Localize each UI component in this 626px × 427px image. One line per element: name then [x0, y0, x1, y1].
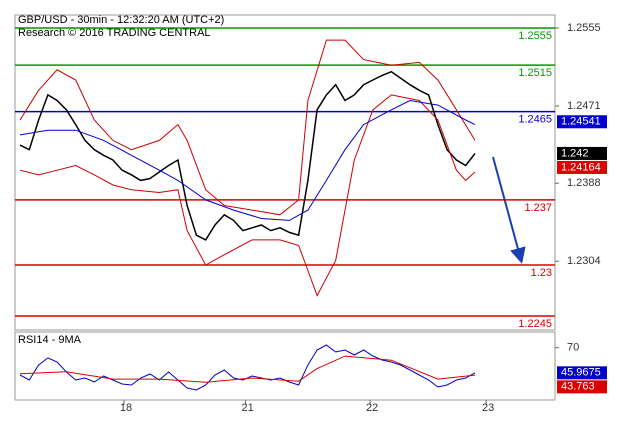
y-tick-label: 1.2388 [567, 177, 601, 189]
price-tag [557, 146, 607, 160]
series-line [19, 99, 476, 221]
price-tag-label: 45.9675 [561, 367, 601, 379]
series-line [19, 70, 476, 241]
x-tick-label: 18 [120, 402, 132, 414]
x-tick-label: 23 [482, 402, 494, 414]
series-line [19, 39, 476, 216]
rsi-title: RSI14 - 9MA [18, 334, 82, 346]
level-label: 1.23 [531, 267, 552, 279]
x-tick-label: 22 [366, 402, 378, 414]
main-frame [14, 14, 556, 331]
forecast-arrow [492, 156, 526, 264]
price-tag [557, 366, 607, 380]
level-label: 1.2515 [518, 67, 552, 79]
price-tag-label: 1.242 [561, 147, 589, 159]
y-tick-label: 70 [567, 342, 579, 354]
x-tick-label: 21 [242, 402, 254, 414]
price-tag [557, 115, 607, 129]
y-tick-label: 1.2304 [567, 255, 601, 267]
price-tag-label: 43.763 [561, 381, 595, 393]
price-tag [557, 380, 607, 394]
y-tick-label: 1.2471 [567, 100, 601, 112]
level-label: 1.2555 [518, 30, 552, 42]
chart-subtitle: Research © 2016 TRADING CENTRAL [18, 27, 211, 39]
y-tick-label: 1.2555 [567, 22, 601, 34]
rsi-frame [14, 331, 556, 401]
price-tag [557, 160, 607, 174]
level-label: 1.2245 [518, 318, 552, 330]
price-tag-label: 1.24164 [561, 161, 601, 173]
price-tag-label: 1.24541 [561, 116, 601, 128]
level-label: 1.237 [524, 202, 552, 214]
series-line [19, 355, 476, 383]
series-line [19, 344, 476, 391]
level-label: 1.2465 [518, 114, 552, 126]
chart-title: GBP/USD - 30min - 12:32:20 AM (UTC+2) [18, 14, 224, 26]
series-line [19, 94, 476, 297]
